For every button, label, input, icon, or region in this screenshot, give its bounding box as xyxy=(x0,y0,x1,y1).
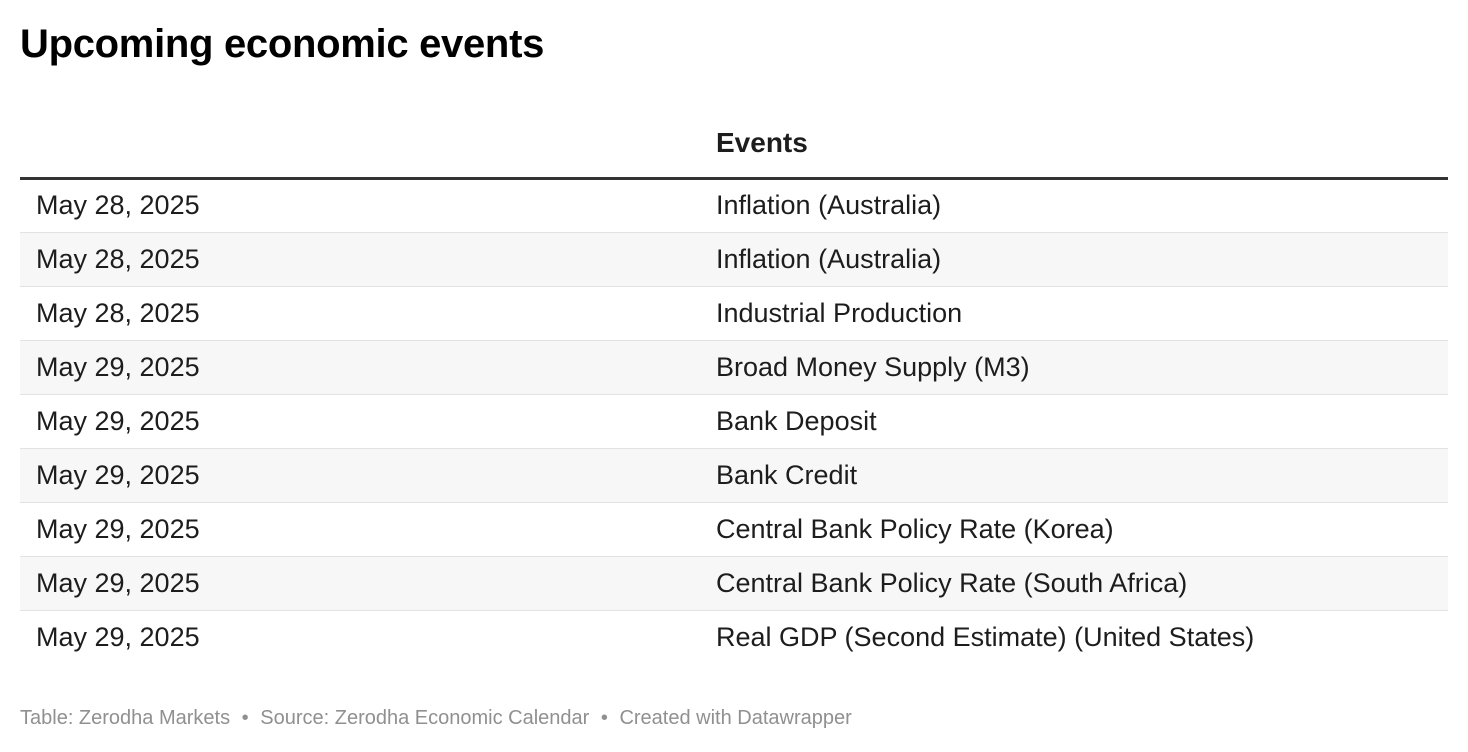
table-cell-event: Central Bank Policy Rate (South Africa) xyxy=(716,556,1448,611)
page-title: Upcoming economic events xyxy=(20,22,545,66)
table-cell-event: Real GDP (Second Estimate) (United State… xyxy=(716,621,1255,652)
table-header: Events xyxy=(20,108,1448,180)
table-row: May 29, 2025 Broad Money Supply (M3) xyxy=(20,340,1448,395)
table-cell-event: Bank Credit xyxy=(716,448,1448,503)
source-credit: Source: Zerodha Economic Calendar xyxy=(260,707,590,729)
footer-separator: • xyxy=(241,707,249,729)
events-table-container: Events May 28, 2025 Inflation (Australia)… xyxy=(20,108,1448,664)
table-cell-date: May 28, 2025 xyxy=(20,178,716,233)
table-cell-date: May 29, 2025 xyxy=(20,394,716,449)
table-credit: Table: Zerodha Markets xyxy=(20,707,231,729)
table-cell-date: May 29, 2025 xyxy=(20,556,716,611)
table-row: May 28, 2025 Inflation (Australia) xyxy=(20,178,1448,233)
table-cell-event: Inflation (Australia) xyxy=(716,232,1448,287)
table-row: May 29, 2025 Real GDP (Second Estimate) (… xyxy=(20,610,1448,664)
table-body: May 28, 2025 Inflation (Australia) May 28,… xyxy=(20,178,1448,664)
column-header-events: Events xyxy=(716,108,1448,180)
table-row: May 28, 2025 Inflation (Australia) xyxy=(20,232,1448,287)
events-table: Events May 28, 2025 Inflation (Australia)… xyxy=(20,108,1448,664)
table-cell-event: Broad Money Supply (M3) xyxy=(716,340,1448,395)
footer-separator: • xyxy=(600,707,608,729)
table-row: May 28, 2025 Industrial Production xyxy=(20,286,1448,341)
datawrapper-credit: Created with Datawrapper xyxy=(619,707,852,729)
table-row: May 29, 2025 Bank Deposit xyxy=(20,394,1448,449)
table-row: May 29, 2025 Bank Credit xyxy=(20,448,1448,503)
table-cell-event: Inflation (Australia) xyxy=(716,178,1448,233)
table-cell-event: Central Bank Policy Rate (Korea) xyxy=(716,502,1448,557)
table-cell-date: May 29, 2025 xyxy=(20,340,716,395)
table-cell-date: May 29, 2025 xyxy=(36,621,200,652)
table-cell-date: May 29, 2025 xyxy=(20,448,716,503)
table-cell-date: May 28, 2025 xyxy=(20,286,716,341)
table-cell-date: May 29, 2025 xyxy=(20,502,716,557)
table-header-row: Events xyxy=(20,108,1448,180)
chart-footer: Table: Zerodha Markets • Source: Zerodha… xyxy=(20,705,852,731)
column-header-date xyxy=(20,108,716,180)
table-row: May 29, 2025 Central Bank Policy Rate (So… xyxy=(20,556,1448,611)
table-row: May 29, 2025 Central Bank Policy Rate (Ko… xyxy=(20,502,1448,557)
table-cell-event: Bank Deposit xyxy=(716,394,1448,449)
table-cell-date: May 28, 2025 xyxy=(20,232,716,287)
table-cell-event: Industrial Production xyxy=(716,286,1448,341)
